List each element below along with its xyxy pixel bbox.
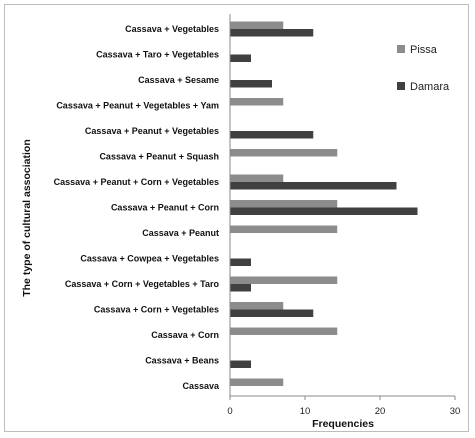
bar-damara <box>230 29 314 37</box>
x-axis-title: Frequencies <box>312 418 374 430</box>
bar-damara <box>230 258 251 266</box>
bar-pissa <box>230 174 284 182</box>
category-label: Cassava + Vegetables <box>125 24 219 34</box>
bar-pissa <box>230 378 284 386</box>
category-label: Cassava + Corn + Vegetables + Taro <box>65 279 220 289</box>
bars-layer <box>230 21 418 386</box>
category-label: Cassava + Peanut + Corn + Vegetables <box>54 177 219 187</box>
bar-pissa <box>230 225 338 233</box>
legend-swatch-pissa <box>397 45 405 53</box>
x-tick-label: 30 <box>450 406 461 417</box>
x-axis: 0 10 20 30 <box>227 14 460 417</box>
legend-swatch-damara <box>397 82 405 90</box>
bar-pissa <box>230 302 284 310</box>
category-label: Cassava + Peanut + Vegetables + Yam <box>56 101 219 111</box>
legend-label-damara: Damara <box>410 81 450 93</box>
category-label: Cassava + Corn <box>151 330 219 340</box>
category-label: Cassava + Cowpea + Vegetables <box>80 254 219 264</box>
category-label: Cassava <box>182 381 220 391</box>
category-label: Cassava + Peanut + Corn <box>111 203 219 213</box>
bar-damara <box>230 54 251 62</box>
bar-damara <box>230 131 314 139</box>
bar-pissa <box>230 149 338 157</box>
category-label: Cassava + Sesame <box>138 75 219 85</box>
x-tick-label: 10 <box>300 406 311 417</box>
category-label: Cassava + Beans <box>145 356 219 366</box>
bar-damara <box>230 182 397 190</box>
category-label: Cassava + Peanut + Squash <box>99 152 219 162</box>
bar-damara <box>230 360 251 368</box>
bar-pissa <box>230 327 338 335</box>
x-tick-label: 20 <box>375 406 386 417</box>
bar-damara <box>230 309 314 317</box>
category-label: Cassava + Taro + Vegetables <box>96 50 219 60</box>
category-labels: Cassava + Vegetables Cassava + Taro + Veg… <box>54 24 220 391</box>
bar-damara <box>230 80 272 88</box>
category-label: Cassava + Peanut + Vegetables <box>85 126 219 136</box>
bar-damara <box>230 207 418 215</box>
bar-pissa <box>230 98 284 106</box>
legend: Pissa Damara <box>397 44 450 93</box>
category-label: Cassava + Corn + Vegetables <box>94 305 219 315</box>
bar-pissa <box>230 21 284 29</box>
bar-damara <box>230 284 251 292</box>
category-label: Cassava + Peanut <box>142 228 219 238</box>
bar-pissa <box>230 276 338 284</box>
legend-label-pissa: Pissa <box>410 44 438 56</box>
x-tick-label: 0 <box>227 406 232 417</box>
y-axis-title: The type of cultural association <box>21 139 33 297</box>
bar-pissa <box>230 200 338 208</box>
